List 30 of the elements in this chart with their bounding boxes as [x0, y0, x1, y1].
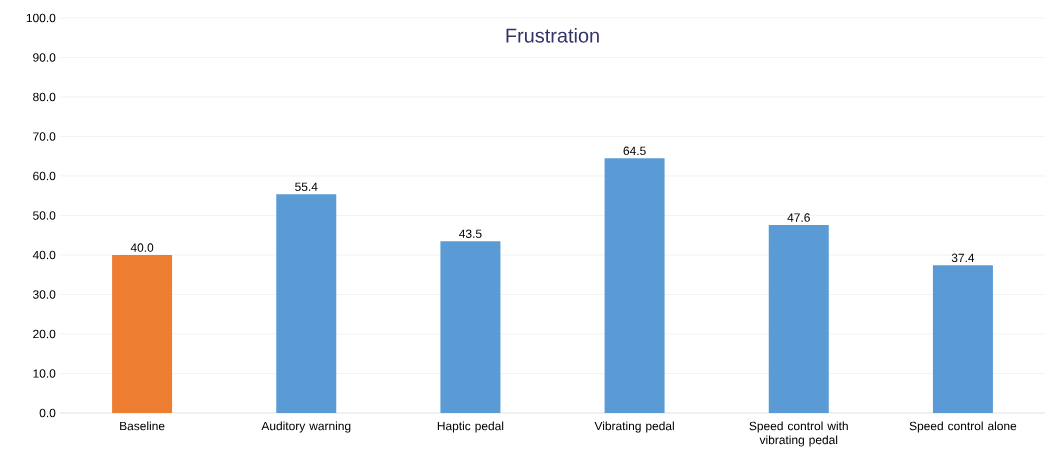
- y-tick-label: 60.0: [33, 171, 56, 181]
- data-label: 43.5: [459, 229, 482, 238]
- y-tick-label: 30.0: [33, 290, 56, 299]
- y-tick-label: 50.0: [33, 211, 56, 220]
- bar: [604, 158, 665, 413]
- y-tick-label: 100.0: [26, 13, 56, 23]
- x-tick-label: Vibrating pedal: [594, 421, 674, 433]
- y-tick-label: 0.0: [39, 408, 56, 418]
- bar: [276, 194, 337, 413]
- data-label: 55.4: [295, 182, 318, 191]
- bar: [440, 241, 501, 413]
- x-tick-label: Speed control with vibrating pedal: [749, 421, 848, 447]
- data-label: 37.4: [951, 253, 975, 263]
- y-tick-label: 10.0: [33, 369, 56, 378]
- x-tick-label: Auditory warning: [261, 421, 351, 433]
- data-label: 64.5: [623, 146, 646, 156]
- bar: [768, 224, 829, 413]
- y-tick-label: 20.0: [33, 329, 56, 339]
- data-label: 40.0: [130, 243, 154, 252]
- x-tick-label: Speed control alone: [909, 421, 1017, 433]
- bar: [932, 265, 993, 413]
- x-tick-label: Haptic pedal: [437, 421, 504, 433]
- y-tick-label: 80.0: [33, 92, 56, 102]
- x-tick-label: Baseline: [120, 421, 165, 431]
- data-label: 47.6: [787, 213, 810, 222]
- y-tick-label: 70.0: [33, 132, 56, 141]
- y-tick-label: 90.0: [33, 53, 56, 62]
- bar: [112, 255, 173, 413]
- chart-title: Frustration: [506, 28, 599, 43]
- y-tick-label: 40.0: [32, 250, 56, 260]
